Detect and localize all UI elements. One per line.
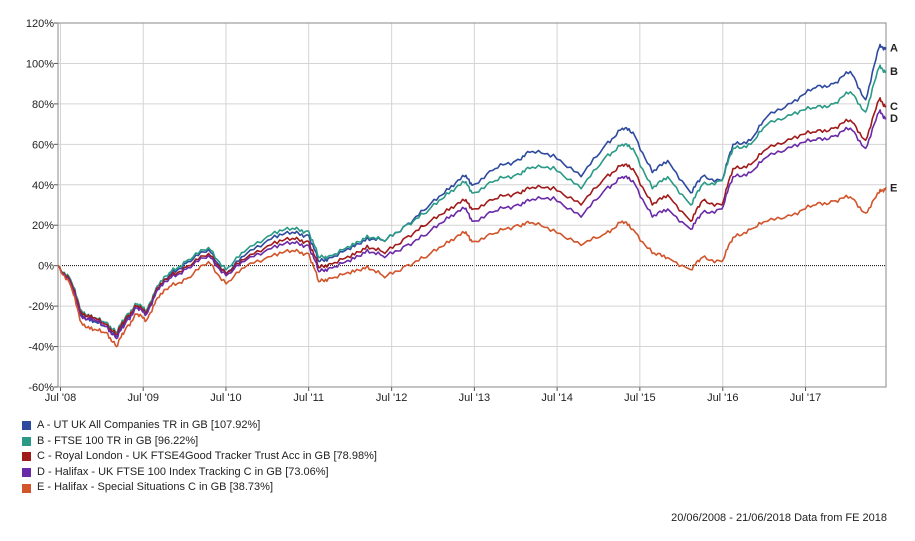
series-line-c [57, 97, 887, 336]
series-lines [57, 43, 887, 348]
series-end-labels: AB CD E [890, 42, 898, 194]
series-end-label-c: C [890, 101, 898, 113]
legend-swatch [22, 468, 31, 478]
x-axis-tick-labels: Jul '08 Jul '09 Jul '10 Jul '11 Jul '12 Jul '… [45, 392, 821, 404]
legend: A - UT UK All Companies TR in GB [107.92… [22, 418, 377, 496]
legend-item-b: B - FTSE 100 TR in GB [96.22%] [22, 434, 377, 450]
performance-chart: 120% 100% 80% 60% 40% 20% 0% -20% -40% -60% Jul '… [26, 18, 898, 404]
y-tick-label: 60% [32, 139, 54, 151]
series-line-d [57, 109, 887, 340]
series-line-e [57, 187, 887, 348]
legend-label: D - Halifax - UK FTSE 100 Index Tracking… [37, 465, 329, 478]
x-tick-label: Jul '15 [624, 392, 655, 404]
x-tick-label: Jul '10 [210, 392, 241, 404]
x-tick-label: Jul '14 [541, 392, 572, 404]
date-range-footer: 20/06/2008 - 21/06/2018 Data from FE 201… [671, 512, 887, 524]
x-tick-label: Jul '12 [376, 392, 407, 404]
legend-swatch [22, 483, 31, 493]
x-tick-label: Jul '16 [707, 392, 738, 404]
series-line-b [57, 64, 887, 334]
legend-label: B - FTSE 100 TR in GB [96.22%] [37, 434, 199, 447]
series-line-a [57, 43, 887, 338]
x-tick-label: Jul '11 [293, 392, 324, 404]
y-tick-label: -60% [28, 382, 54, 394]
y-tick-label: 40% [32, 180, 54, 192]
legend-item-a: A - UT UK All Companies TR in GB [107.92… [22, 418, 377, 434]
legend-swatch [22, 452, 31, 462]
legend-label: A - UT UK All Companies TR in GB [107.92… [37, 419, 261, 431]
series-end-label-a: A [890, 42, 898, 54]
legend-label: C - Royal London - UK FTSE4Good Tracker … [37, 450, 377, 463]
y-tick-label: -40% [28, 342, 54, 354]
x-tick-label: Jul '13 [459, 392, 490, 404]
axes [54, 22, 887, 391]
y-tick-label: 20% [32, 220, 54, 232]
y-axis-tick-labels: 120% 100% 80% 60% 40% 20% 0% -20% -40% -60% [26, 18, 54, 394]
plot-area-border [57, 22, 887, 388]
series-end-label-b: B [890, 66, 898, 78]
legend-item-e: E - Halifax - Special Situations C in GB… [22, 480, 377, 496]
legend-swatch [22, 421, 31, 431]
y-tick-label: 100% [26, 58, 54, 70]
legend-label: E - Halifax - Special Situations C in GB… [37, 481, 273, 494]
series-end-label-d: D [890, 113, 898, 125]
y-tick-label: -20% [28, 301, 54, 313]
legend-item-c: C - Royal London - UK FTSE4Good Tracker … [22, 449, 377, 465]
series-end-label-e: E [890, 182, 897, 194]
x-tick-label: Jul '17 [790, 392, 821, 404]
y-tick-label: 0% [38, 261, 54, 273]
gridlines [58, 22, 886, 388]
legend-swatch [22, 436, 31, 446]
x-tick-label: Jul '08 [45, 392, 76, 404]
legend-item-d: D - Halifax - UK FTSE 100 Index Tracking… [22, 465, 377, 481]
y-tick-label: 80% [32, 99, 54, 111]
y-tick-label: 120% [26, 18, 54, 30]
x-tick-label: Jul '09 [127, 392, 158, 404]
